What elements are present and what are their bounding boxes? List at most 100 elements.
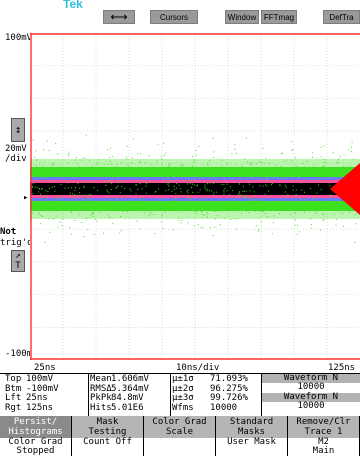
trace-hit: [279, 185, 281, 187]
trigger-level-marker[interactable]: ▸: [23, 193, 28, 203]
trace-hit: [31, 208, 33, 210]
horizontal-arrows-button[interactable]: ⟷: [103, 10, 135, 24]
trace-hit: [182, 201, 184, 203]
deftra-button[interactable]: DefTra: [323, 10, 360, 24]
menu-button-5[interactable]: Remove/Clr Trace 1: [288, 416, 360, 438]
trace-hit: [342, 172, 344, 174]
trace-hit: [139, 162, 141, 164]
trace-hit: [323, 158, 325, 160]
trace-hit: [187, 176, 189, 178]
trace-hit: [336, 167, 337, 169]
trace-hit: [171, 173, 173, 175]
trace-hit: [114, 172, 116, 174]
trace-hit: [65, 174, 67, 176]
trace-hit: [93, 201, 95, 203]
trace-hit: [273, 215, 275, 217]
trace-hit: [343, 175, 345, 177]
trace-hit: [213, 151, 215, 153]
trace-hit: [98, 159, 100, 161]
trace-hit: [192, 183, 193, 185]
trace-hit: [240, 206, 242, 208]
trace-hit: [278, 167, 280, 169]
trace-hit: [88, 201, 90, 203]
menu-button-line1: Mask: [96, 417, 119, 427]
trace-hit: [189, 169, 191, 171]
trace-hit: [111, 176, 113, 178]
trace-hit: [201, 210, 203, 212]
trace-hit: [42, 165, 44, 167]
trace-hit: [291, 150, 292, 151]
trace-hit: [68, 154, 70, 156]
trace-hit: [53, 203, 55, 205]
trace-hit: [193, 210, 195, 212]
trace-hit: [79, 192, 81, 194]
trace-hit: [109, 205, 111, 207]
trace-hit: [202, 227, 204, 229]
trace-hit: [314, 204, 316, 206]
trace-hit: [258, 199, 259, 201]
trace-hit: [74, 187, 76, 188]
trace-hit: [313, 203, 315, 205]
trace-hit: [181, 219, 183, 221]
trace-hit: [120, 208, 122, 210]
trace-hit: [315, 196, 317, 198]
trace-hit: [201, 202, 202, 204]
trace-hit: [129, 208, 131, 210]
trace-hit: [110, 207, 111, 209]
trace-hit: [242, 196, 244, 198]
trace-hit: [66, 203, 68, 204]
vertical-scale-control[interactable]: ↕: [11, 118, 25, 142]
trace-hit: [266, 179, 268, 181]
trace-hit: [125, 195, 127, 197]
trigger-edge-icon: ↗: [15, 251, 21, 261]
trace-hit: [158, 188, 160, 190]
trace-hit: [252, 206, 254, 208]
trace-hit: [107, 164, 109, 165]
submenu-button-2[interactable]: Count Off: [72, 438, 144, 456]
trace-hit: [303, 175, 305, 177]
menu-button-2[interactable]: Mask Testing: [72, 416, 144, 438]
trace-hit: [305, 208, 307, 210]
waveform-display[interactable]: [30, 33, 360, 360]
menu-button-line2: Testing: [88, 427, 127, 437]
menu-button-4[interactable]: Standard Masks: [216, 416, 288, 438]
trace-hit: [74, 194, 76, 196]
trace-hit: [252, 186, 254, 188]
trace-hit: [310, 207, 312, 209]
trace-hit: [141, 188, 143, 190]
trace-hit: [90, 194, 92, 196]
trace-hit: [38, 212, 40, 214]
fftmag-button[interactable]: FFTmag: [261, 10, 297, 24]
trace-hit: [231, 201, 233, 203]
trace-hit: [327, 171, 328, 173]
cursors-button[interactable]: Cursors: [150, 10, 198, 24]
trace-hit: [47, 202, 49, 204]
trace-hit: [162, 227, 164, 229]
trigger-button[interactable]: ↗ T: [11, 250, 25, 272]
menu-button-3[interactable]: Color Grad Scale: [144, 416, 216, 438]
submenu-button-4[interactable]: User Mask: [216, 438, 288, 456]
left-right-arrows-icon: ⟷: [110, 10, 128, 24]
trace-hit: [168, 185, 170, 187]
submenu-button-1[interactable]: Color Grad Stopped: [0, 438, 72, 456]
measurement-sig: μ±2σ: [172, 383, 194, 394]
menu-button-1[interactable]: Persist/Histograms: [0, 416, 72, 438]
trace-hit: [161, 158, 163, 160]
trace-hit: [233, 199, 234, 201]
trace-hit: [178, 220, 180, 222]
trace-hit: [130, 190, 132, 192]
window-button[interactable]: Window: [225, 10, 259, 24]
trace-hit: [181, 164, 183, 166]
trace-hit: [121, 162, 123, 164]
trace-hit: [335, 161, 337, 163]
trace-hit: [67, 153, 69, 155]
submenu-button-3[interactable]: [144, 438, 216, 456]
trace-hit: [259, 161, 261, 163]
trace-hit: [235, 153, 237, 154]
trace-hit: [311, 156, 313, 158]
trace-hit: [333, 176, 335, 178]
trace-hit: [129, 174, 131, 176]
submenu-button-5[interactable]: M2 Main: [288, 438, 360, 456]
trace-hit: [275, 165, 277, 167]
trace-hit: [316, 211, 318, 213]
